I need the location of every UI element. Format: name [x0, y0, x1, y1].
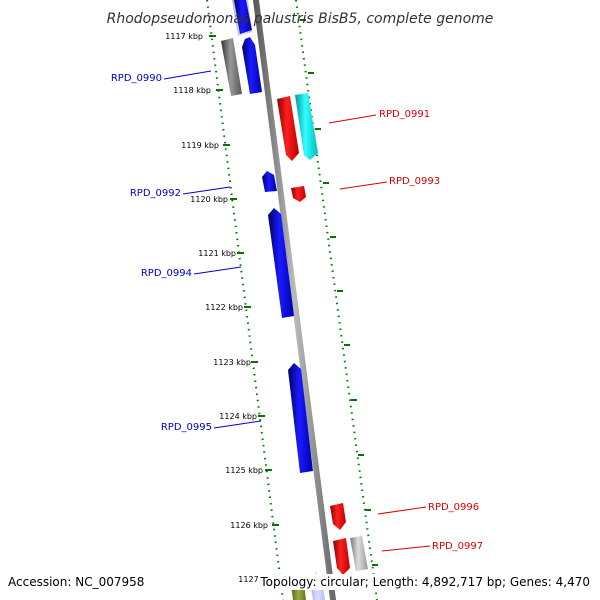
gene-label-rpd_0997[interactable]: RPD_0997 [432, 541, 483, 552]
kbp-tick-label: 1121 kbp [198, 249, 236, 258]
accession-text: Accession: NC_007958 [8, 574, 149, 590]
gene-label-rpd_0993[interactable]: RPD_0993 [389, 176, 440, 187]
kbp-tick-labels: 1117 kbp 1118 kbp 1119 kbp 1120 kbp 1121… [165, 32, 276, 584]
gene-shape-rpd_0993[interactable] [291, 186, 306, 202]
map-title: Rhodopseudomonas palustris BisB5, comple… [107, 11, 494, 27]
right-scale-ticks [300, 19, 378, 566]
kbp-tick-label: 1125 kbp [225, 466, 263, 475]
kbp-tick-label: 1118 kbp [173, 86, 211, 95]
gene-label-rpd_0995[interactable]: RPD_0995 [161, 422, 212, 433]
kbp-tick-label: 1127 kbp [238, 575, 276, 584]
kbp-tick-label: 1122 kbp [205, 303, 243, 312]
kbp-tick-label: 1120 kbp [190, 195, 228, 204]
kbp-tick-label: 1119 kbp [181, 141, 219, 150]
gene-shape-rpd_0997[interactable] [333, 538, 350, 575]
gene-label-rpd_0990[interactable]: RPD_0990 [111, 73, 162, 84]
gene-label-rpd_0994[interactable]: RPD_0994 [141, 268, 192, 279]
gene-shape-rpd_0995[interactable] [288, 363, 313, 473]
gene-shape-rpd_0992[interactable] [262, 171, 277, 192]
gene-shape-rpd_0994[interactable] [268, 208, 294, 318]
kbp-tick-label: 1117 kbp [165, 32, 203, 41]
gene-shape-rpd_0990[interactable] [242, 37, 262, 94]
kbp-tick-label: 1124 kbp [219, 412, 257, 421]
gene-shape-top-blue[interactable] [234, 0, 252, 34]
gene-shape-rpd_0991[interactable] [277, 96, 299, 161]
label-leader-lines [163, 70, 431, 552]
kbp-tick-label: 1126 kbp [230, 521, 268, 530]
kbp-tick-label: 1123 kbp [213, 358, 251, 367]
gene-label-rpd_0996[interactable]: RPD_0996 [428, 502, 479, 513]
gene-shape-rpd_0996[interactable] [330, 503, 346, 530]
gray-feature-right-bottom [350, 536, 368, 571]
gene-label-rpd_0991[interactable]: RPD_0991 [379, 109, 430, 120]
gene-shape-cyan[interactable] [295, 93, 318, 160]
kbp-tick-marks [209, 35, 286, 580]
gray-feature-left [221, 38, 242, 96]
gene-label-rpd_0992[interactable]: RPD_0992 [130, 188, 181, 199]
genome-stats-text: Topology: circular; Length: 4,892,717 bp… [258, 574, 590, 590]
genome-backbone [253, 0, 336, 600]
